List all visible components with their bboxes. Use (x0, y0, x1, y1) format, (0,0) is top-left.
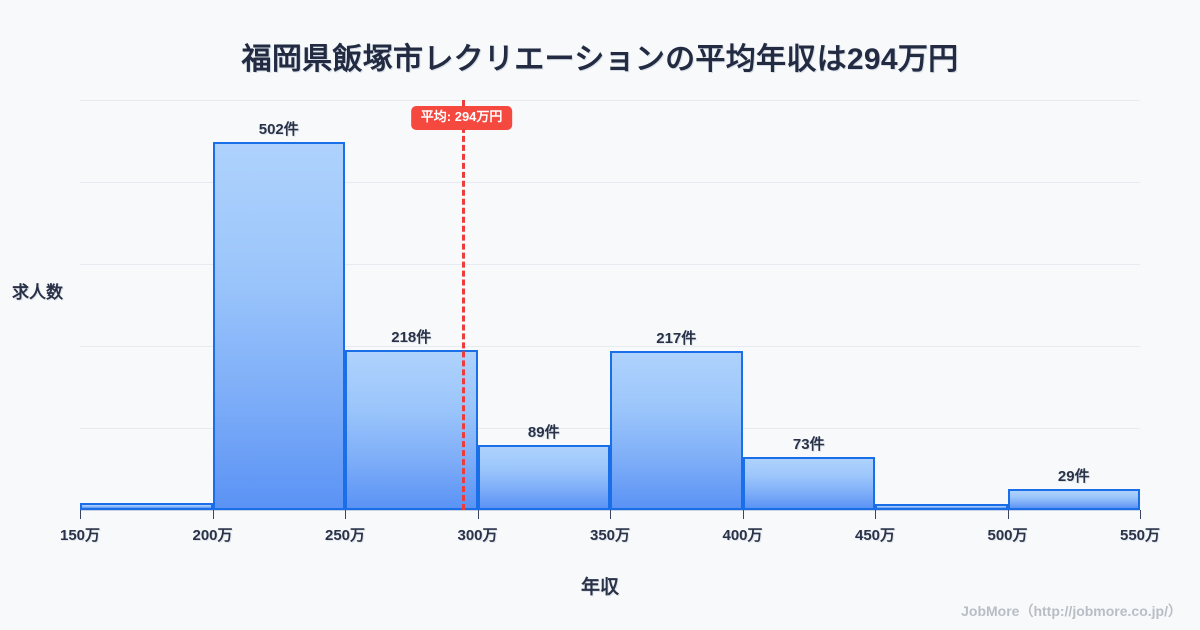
x-axis-tick-mark (345, 510, 346, 519)
x-axis-tick-mark (742, 510, 744, 519)
x-axis-tick-mark (477, 510, 479, 519)
chart-title: 福岡県飯塚市レクリエーションの平均年収は294万円 (241, 43, 959, 76)
x-axis-tick-label: 200万 (192, 527, 233, 544)
bar (875, 504, 1008, 510)
bar (345, 350, 478, 510)
x-axis-tick-label: 450万 (854, 527, 896, 544)
bar (610, 351, 743, 510)
x-axis-tick-label: 550万 (1119, 527, 1161, 544)
bar-value-label: 217件 (656, 330, 697, 348)
gridline (80, 264, 1140, 265)
bar (477, 444, 610, 510)
bar (212, 142, 345, 510)
bar (742, 456, 875, 510)
footer-credit: JobMore（http://jobmore.co.jp/） (961, 603, 1182, 619)
gridline (80, 100, 1140, 101)
bar-value-label: 89件 (527, 423, 560, 441)
x-axis-tick-mark (212, 510, 214, 519)
x-axis-tick-label: 150万 (59, 527, 101, 544)
bar-value-label: 29件 (1057, 467, 1090, 485)
x-axis-tick-mark (610, 510, 611, 519)
x-axis-tick-mark (1140, 510, 1141, 519)
x-axis-tick-label: 350万 (589, 527, 631, 544)
y-axis-title: 求人数 (12, 283, 63, 302)
plot-area (80, 100, 1140, 510)
average-badge: 平均: 294万円 (410, 106, 513, 130)
x-axis-tick-label: 400万 (722, 527, 763, 544)
x-axis-tick-mark (1007, 510, 1009, 519)
x-axis-title: 年収 (580, 577, 619, 598)
bar-value-label: 502件 (258, 121, 299, 139)
x-axis-tick-mark (80, 510, 81, 519)
gridline (80, 182, 1140, 183)
bar-value-label: 218件 (391, 329, 432, 347)
gridline (80, 346, 1140, 347)
bar-value-label: 73件 (792, 435, 825, 453)
average-line (461, 100, 465, 510)
x-axis-tick-label: 250万 (324, 527, 366, 544)
bar (1007, 488, 1140, 510)
x-axis-tick-mark (875, 510, 876, 519)
bar (80, 503, 213, 510)
x-axis-tick-label: 300万 (457, 527, 498, 544)
x-axis-tick-label: 500万 (987, 527, 1028, 544)
